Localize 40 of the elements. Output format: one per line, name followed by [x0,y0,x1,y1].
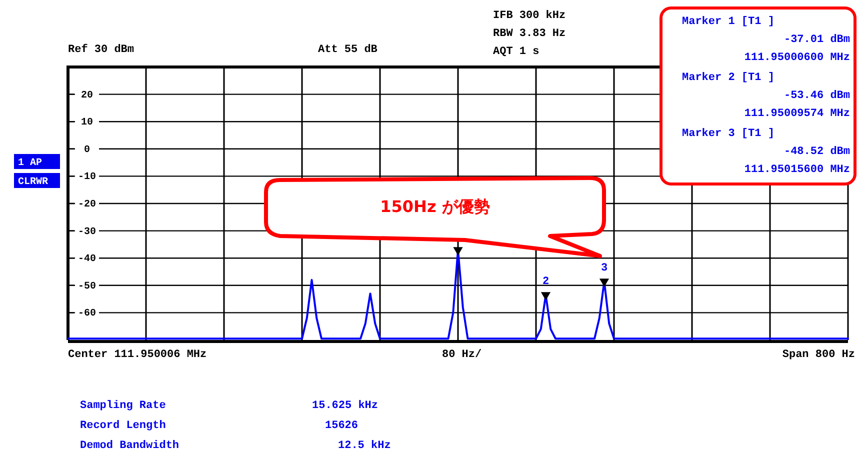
text: Demod Bandwidth [80,440,180,452]
text: RBW 3.83 Hz [493,28,566,40]
text: Center 111.950006 MHz [68,349,207,361]
annotation: Marker 3 [T1 ] [682,128,774,140]
y-tick-label: -10 [78,172,96,184]
point [453,247,463,256]
y-tick-label: -30 [78,226,96,238]
annotation: 150Hz が優勢 [380,197,490,216]
text: 80 Hz/ [442,349,482,361]
point [599,278,610,287]
y-tick-label: 0 [84,144,90,156]
text: Record Length [80,420,166,432]
y-tick-label: -40 [78,254,96,266]
text: -37.01 dBm [784,34,850,46]
text: CLRWR [18,177,48,188]
y-tick-label: 20 [80,90,94,102]
annotation: 111.95015600 MHz [744,164,850,176]
text: Span 800 Hz [782,349,855,361]
annotation: 3 [600,262,608,274]
annotation: -48.52 dBm [784,146,850,158]
annotation: -53.46 dBm [784,90,850,102]
annotation: 111.95009574 MHz [744,108,850,120]
text: IFB 300 kHz [493,10,566,22]
y-tick-label: -60 [78,308,96,320]
text: Att 55 dB [318,44,378,56]
annotation: 2 [542,276,550,288]
y-tick-label: 10 [80,118,94,129]
point [540,292,551,300]
text: 15.625 kHz [312,400,378,412]
text: Ref 30 dBm [68,43,134,56]
y-tick-label: -50 [78,281,96,292]
text: AQT 1 s [493,46,540,58]
text: 111.95000600 MHz [744,52,850,64]
text: 1 AP [18,158,42,169]
text: 12.5 kHz [338,440,391,452]
annotation: Marker 2 [T1 ] [682,72,774,84]
text: Marker 1 [T1 ] [682,16,774,28]
text: 15626 [325,420,358,432]
y-tick-label: -20 [78,200,96,210]
text: Sampling Rate [80,400,166,412]
